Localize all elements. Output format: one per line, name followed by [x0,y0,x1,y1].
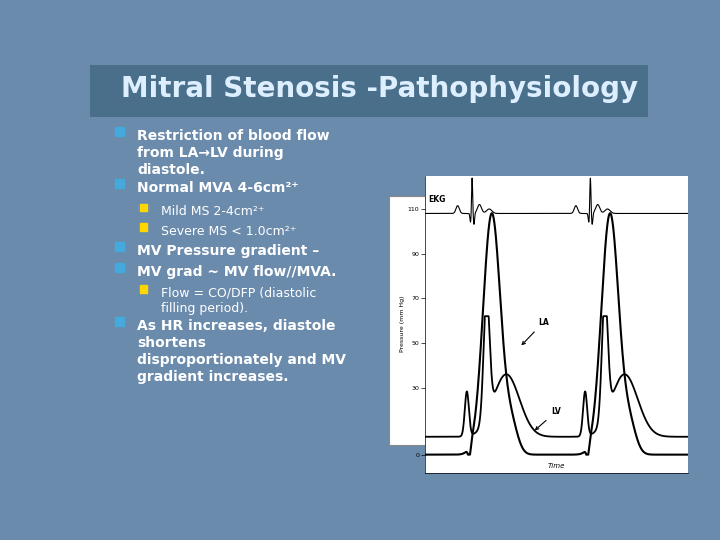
Bar [115,317,124,326]
Text: Severe MS < 1.0cm²⁺: Severe MS < 1.0cm²⁺ [161,225,297,238]
Y-axis label: Pressure (mm Hg): Pressure (mm Hg) [400,296,405,352]
Text: MV Pressure gradient –: MV Pressure gradient – [138,245,320,259]
Bar [90,65,648,117]
Bar [140,224,148,231]
Bar [115,263,124,272]
Text: Mitral Stenosis -Pathophysiology: Mitral Stenosis -Pathophysiology [121,75,638,103]
Text: LA: LA [522,318,549,345]
Bar [140,204,148,211]
Text: Time: Time [547,463,565,469]
Bar [140,285,148,293]
Text: EKG: EKG [428,195,446,204]
Text: Restriction of blood flow
from LA→LV during
diastole.: Restriction of blood flow from LA→LV dur… [138,129,330,177]
Text: MV grad ~ MV flow//MVA.: MV grad ~ MV flow//MVA. [138,265,337,279]
Bar [115,242,124,251]
Bar [115,179,124,188]
Text: LV: LV [536,408,561,430]
Bar [389,196,631,446]
Text: Mild MS 2-4cm²⁺: Mild MS 2-4cm²⁺ [161,205,265,218]
Text: As HR increases, diastole
shortens
disproportionately and MV
gradient increases.: As HR increases, diastole shortens dispr… [138,319,346,383]
Text: Normal MVA 4-6cm²⁺: Normal MVA 4-6cm²⁺ [138,181,299,195]
Bar [115,127,124,136]
Text: Flow = CO/DFP (diastolic
filling period).: Flow = CO/DFP (diastolic filling period)… [161,287,317,315]
